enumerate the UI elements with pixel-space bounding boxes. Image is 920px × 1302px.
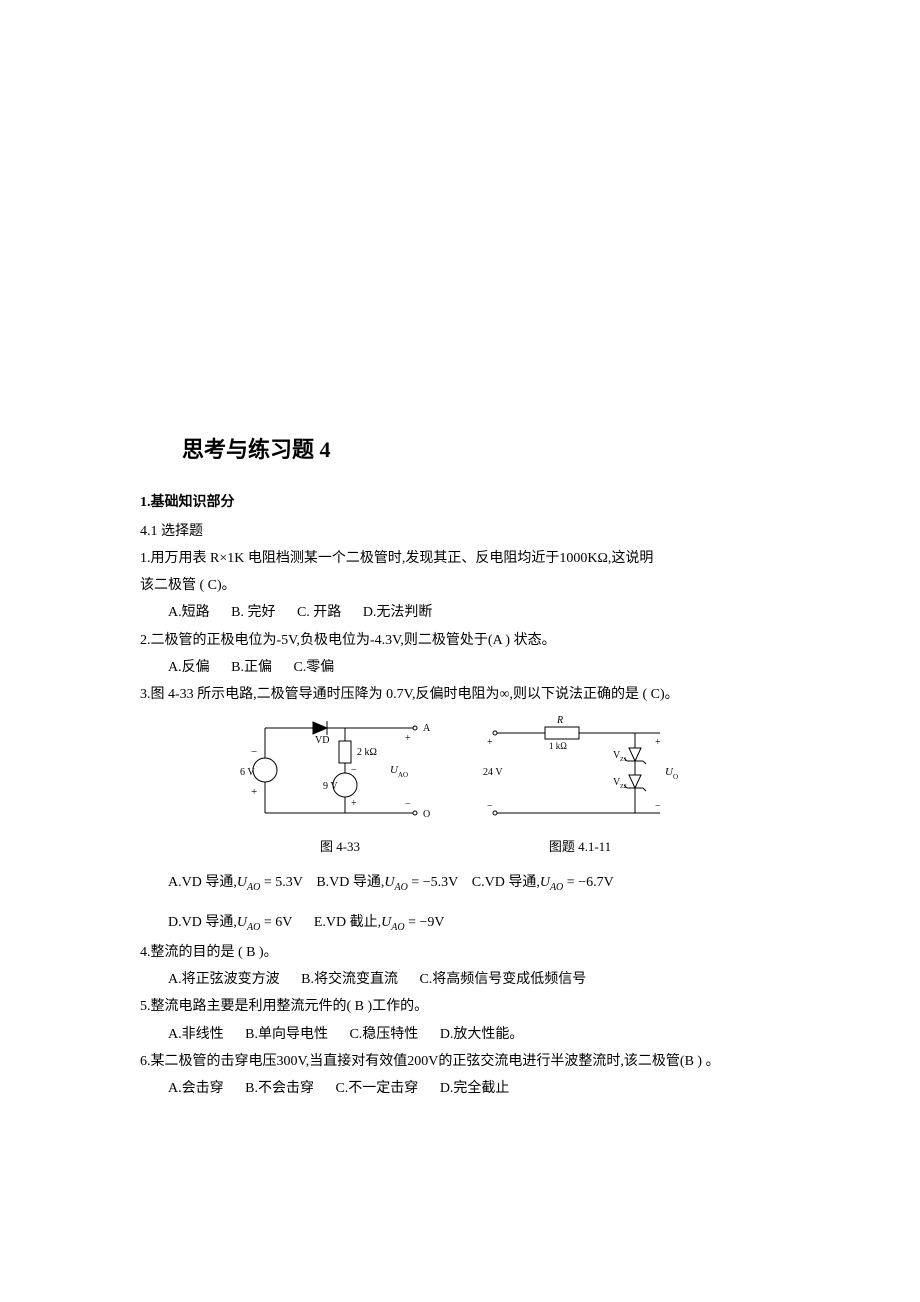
q3-optA-u: U bbox=[237, 875, 247, 890]
svg-text:+: + bbox=[251, 786, 257, 798]
svg-text:24 V: 24 V bbox=[483, 767, 503, 778]
svg-text:R: R bbox=[556, 715, 563, 726]
svg-text:−: − bbox=[655, 801, 661, 812]
q6-optC: C.不一定击穿 bbox=[335, 1076, 418, 1101]
q3-optC-val: = −6.7V bbox=[563, 875, 613, 890]
fig-left-caption: 图 4-33 bbox=[235, 835, 445, 858]
svg-text:2 kΩ: 2 kΩ bbox=[357, 747, 377, 758]
q1-optA: A.短路 bbox=[168, 600, 210, 625]
q3-optA: A.VD 导通,UAO = 5.3V bbox=[168, 866, 303, 900]
q3-options-line1: A.VD 导通,UAO = 5.3V B.VD 导通,UAO = −5.3V C… bbox=[168, 866, 780, 900]
q2-options: A.反偏 B.正偏 C.零偏 bbox=[140, 655, 780, 680]
q3-optB: B.VD 导通,UAO = −5.3V bbox=[316, 866, 458, 900]
q3-optC-u: U bbox=[540, 875, 550, 890]
svg-text:+: + bbox=[655, 737, 661, 748]
q6-options: A.会击穿 B.不会击穿 C.不一定击穿 D.完全截止 bbox=[140, 1076, 780, 1101]
q4-optB: B.将交流变直流 bbox=[301, 967, 398, 992]
q4-optC: C.将高频信号变成低频信号 bbox=[419, 967, 586, 992]
q3-optB-sub: AO bbox=[395, 882, 408, 893]
q3-optA-sub: AO bbox=[247, 882, 260, 893]
q3-optB-pre: B.VD 导通, bbox=[316, 875, 384, 890]
svg-text:9 V: 9 V bbox=[323, 781, 338, 792]
svg-text:+: + bbox=[487, 737, 493, 748]
q1-value: 1000KΩ bbox=[559, 551, 608, 566]
q5-options: A.非线性 B.单向导电性 C.稳压特性 D.放大性能。 bbox=[140, 1022, 780, 1047]
svg-text:VD: VD bbox=[315, 735, 329, 746]
q3-optE: E.VD 截止,UAO = −9V bbox=[314, 906, 445, 940]
q3-optD-u: U bbox=[237, 915, 247, 930]
q3-optA-val: = 5.3V bbox=[260, 875, 303, 890]
circuit-left-svg: VD A O 6 V − + 2 kΩ bbox=[235, 713, 445, 833]
question-1: 1.用万用表 R×1K 电阻档测某一个二极管时,发现其正、反电阻均近于1000K… bbox=[140, 546, 780, 571]
question-5: 5.整流电路主要是利用整流元件的( B )工作的。 bbox=[140, 994, 780, 1019]
fig-right-caption: 图题 4.1-11 bbox=[475, 835, 685, 858]
q1-stem-b: ,这说明 bbox=[608, 551, 654, 566]
svg-text:−: − bbox=[487, 801, 493, 812]
q1-optB: B. 完好 bbox=[231, 600, 275, 625]
q3-optD-val: = 6V bbox=[260, 915, 292, 930]
svg-text:O: O bbox=[673, 773, 678, 781]
svg-text:Z1: Z1 bbox=[620, 757, 627, 763]
q5-optB: B.单向导电性 bbox=[245, 1022, 328, 1047]
figures-row: VD A O 6 V − + 2 kΩ bbox=[140, 713, 780, 858]
question-4: 4.整流的目的是 ( B )。 bbox=[140, 940, 780, 965]
q4-optA: A.将正弦波变方波 bbox=[168, 967, 280, 992]
q3-optE-pre: E.VD 截止, bbox=[314, 915, 381, 930]
q1-stem-a: 1.用万用表 R×1K 电阻档测某一个二极管时,发现其正、反电阻均近于 bbox=[140, 551, 559, 566]
q1-optC: C. 开路 bbox=[297, 600, 341, 625]
q3-optB-val: = −5.3V bbox=[408, 875, 458, 890]
svg-text:6 V: 6 V bbox=[240, 767, 255, 778]
figure-4-33: VD A O 6 V − + 2 kΩ bbox=[235, 713, 445, 858]
svg-text:−: − bbox=[351, 765, 357, 776]
q3-optC: C.VD 导通,UAO = −6.7V bbox=[472, 866, 614, 900]
svg-text:−: − bbox=[251, 746, 257, 758]
q2-optA: A.反偏 bbox=[168, 655, 210, 680]
svg-text:+: + bbox=[351, 798, 357, 809]
svg-text:1 kΩ: 1 kΩ bbox=[549, 741, 567, 751]
q3-optB-u: U bbox=[384, 875, 394, 890]
q2-optB: B.正偏 bbox=[231, 655, 272, 680]
page-title: 思考与练习题 4 bbox=[140, 430, 780, 470]
question-1b: 该二极管 ( C)。 bbox=[140, 573, 780, 598]
q4-options: A.将正弦波变方波 B.将交流变直流 C.将高频信号变成低频信号 bbox=[140, 967, 780, 992]
q3-optC-sub: AO bbox=[550, 882, 563, 893]
q3-optE-sub: AO bbox=[391, 922, 404, 933]
svg-text:AO: AO bbox=[398, 771, 408, 779]
q6-optD: D.完全截止 bbox=[440, 1076, 510, 1101]
question-3: 3.图 4-33 所示电路,二极管导通时压降为 0.7V,反偏时电阻为∞,则以下… bbox=[140, 682, 780, 707]
question-6: 6.某二极管的击穿电压300V,当直接对有效值200V的正弦交流电进行半波整流时… bbox=[140, 1049, 780, 1074]
q3-optA-pre: A.VD 导通, bbox=[168, 875, 237, 890]
q3-optE-val: = −9V bbox=[405, 915, 445, 930]
q3-optE-u: U bbox=[381, 915, 391, 930]
q3-optD-sub: AO bbox=[247, 922, 260, 933]
q5-optD: D.放大性能。 bbox=[440, 1022, 524, 1047]
question-2: 2.二极管的正极电位为-5V,负极电位为-4.3V,则二极管处于(A ) 状态。 bbox=[140, 628, 780, 653]
q5-optC: C.稳压特性 bbox=[349, 1022, 418, 1047]
q3-options-line2: D.VD 导通,UAO = 6V E.VD 截止,UAO = −9V bbox=[168, 906, 780, 940]
q3-optC-pre: C.VD 导通, bbox=[472, 875, 540, 890]
figure-4-1-11: R 1 kΩ V Z1 V Z2 bbox=[475, 713, 685, 858]
q6-optA: A.会击穿 bbox=[168, 1076, 224, 1101]
q3-optD: D.VD 导通,UAO = 6V bbox=[168, 906, 292, 940]
svg-text:−: − bbox=[405, 799, 411, 810]
svg-text:+: + bbox=[405, 733, 411, 744]
svg-text:A: A bbox=[423, 723, 431, 734]
svg-text:O: O bbox=[423, 809, 430, 820]
q1-options: A.短路 B. 完好 C. 开路 D.无法判断 bbox=[140, 600, 780, 625]
q1-optD: D.无法判断 bbox=[363, 600, 433, 625]
q3-options: A.VD 导通,UAO = 5.3V B.VD 导通,UAO = −5.3V C… bbox=[140, 866, 780, 940]
q2-optC: C.零偏 bbox=[293, 655, 334, 680]
q6-optB: B.不会击穿 bbox=[245, 1076, 314, 1101]
q5-optA: A.非线性 bbox=[168, 1022, 224, 1047]
section-heading: 1.基础知识部分 bbox=[140, 490, 780, 515]
svg-text:Z2: Z2 bbox=[620, 784, 627, 790]
subsection-heading: 4.1 选择题 bbox=[140, 519, 780, 544]
circuit-right-svg: R 1 kΩ V Z1 V Z2 bbox=[475, 713, 685, 833]
q3-optD-pre: D.VD 导通, bbox=[168, 915, 237, 930]
